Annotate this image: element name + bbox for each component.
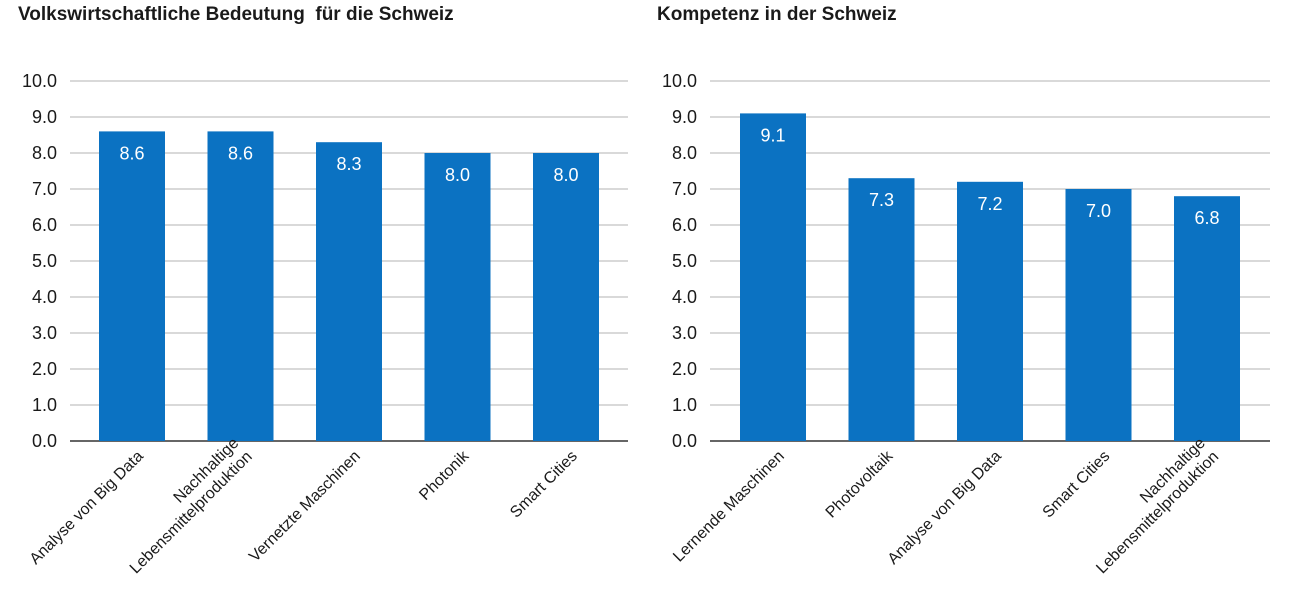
bar-1-2 xyxy=(957,181,1023,442)
data-label-1-1: 7.3 xyxy=(869,190,894,210)
data-label-0-1: 8.6 xyxy=(228,143,253,163)
data-label-0-2: 8.3 xyxy=(336,154,361,174)
bar-0-0 xyxy=(99,131,165,441)
chart-title-right: Kompetenz in der Schweiz xyxy=(657,4,897,25)
y-tick-label-0-4: 4.0 xyxy=(32,287,57,307)
y-tick-label-0-10: 10.0 xyxy=(22,71,57,91)
x-tick-label-1-0: Lernende Maschinen xyxy=(670,448,788,566)
y-tick-label-1-5: 5.0 xyxy=(672,251,697,271)
y-tick-label-0-7: 7.0 xyxy=(32,179,57,199)
y-tick-label-0-2: 2.0 xyxy=(32,359,57,379)
y-tick-label-0-3: 3.0 xyxy=(32,323,57,343)
bar-0-3 xyxy=(424,153,491,441)
data-label-0-4: 8.0 xyxy=(553,165,578,185)
y-tick-label-1-4: 4.0 xyxy=(672,287,697,307)
x-tick-label-0-2: Vernetzte Maschinen xyxy=(246,448,364,566)
bar-0-1 xyxy=(207,131,274,441)
bar-0-4 xyxy=(533,153,599,441)
x-tick-label-1-3: Smart Cities xyxy=(1040,448,1114,522)
y-tick-label-0-0: 0.0 xyxy=(32,431,57,451)
y-tick-label-1-0: 0.0 xyxy=(672,431,697,451)
y-tick-label-0-1: 1.0 xyxy=(32,395,57,415)
bar-1-3 xyxy=(1065,189,1132,441)
data-label-1-3: 7.0 xyxy=(1086,201,1111,221)
bar-1-4 xyxy=(1174,196,1240,441)
y-tick-label-1-9: 9.0 xyxy=(672,107,697,127)
y-tick-label-1-7: 7.0 xyxy=(672,179,697,199)
y-tick-label-1-1: 1.0 xyxy=(672,395,697,415)
bar-0-2 xyxy=(316,142,382,441)
x-tick-label-0-4: Smart Cities xyxy=(507,448,581,522)
x-tick-label-0-0: Analyse von Big Data xyxy=(27,448,147,568)
data-label-1-4: 6.8 xyxy=(1194,208,1219,228)
data-label-1-0: 9.1 xyxy=(760,125,785,145)
y-tick-label-1-3: 3.0 xyxy=(672,323,697,343)
data-label-0-0: 8.6 xyxy=(119,143,144,163)
y-tick-label-1-8: 8.0 xyxy=(672,143,697,163)
bar-1-1 xyxy=(848,178,915,441)
y-tick-label-0-5: 5.0 xyxy=(32,251,57,271)
y-tick-label-0-8: 8.0 xyxy=(32,143,57,163)
y-tick-label-1-6: 6.0 xyxy=(672,215,697,235)
x-tick-label-0-3: Photonik xyxy=(416,447,473,504)
y-tick-label-1-2: 2.0 xyxy=(672,359,697,379)
chart-title-left: Volkswirtschaftliche Bedeutung für die S… xyxy=(18,4,454,25)
data-label-0-3: 8.0 xyxy=(445,165,470,185)
y-tick-label-0-9: 9.0 xyxy=(32,107,57,127)
data-label-1-2: 7.2 xyxy=(977,194,1002,214)
bar-1-0 xyxy=(740,113,806,442)
x-tick-label-1-2: Analyse von Big Data xyxy=(885,448,1005,568)
x-tick-label-1-1: Photovoltaik xyxy=(823,447,897,521)
y-tick-label-0-6: 6.0 xyxy=(32,215,57,235)
y-tick-label-1-10: 10.0 xyxy=(662,71,697,91)
